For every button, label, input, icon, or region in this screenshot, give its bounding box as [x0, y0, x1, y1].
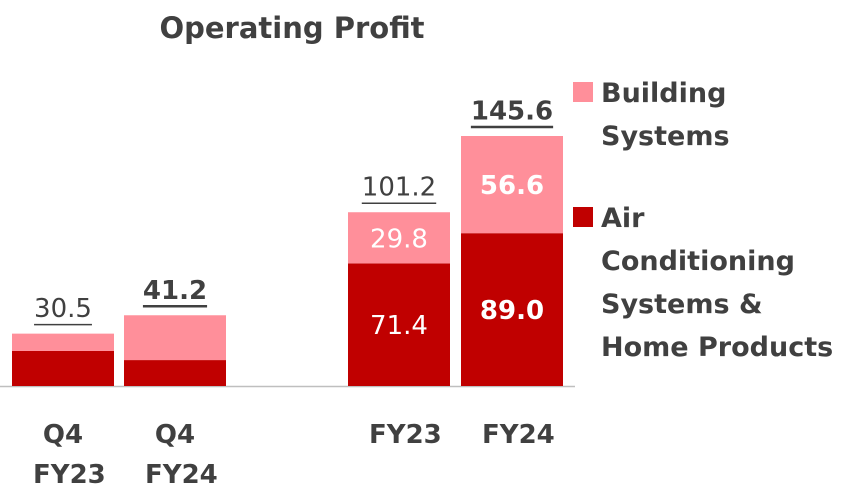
x-tick-label: Q4 FY24 [145, 420, 218, 490]
total-label: 30.5 [34, 294, 92, 324]
bar-segment [12, 350, 114, 386]
bar-segment [348, 212, 450, 264]
value-label: 89.0 [480, 296, 544, 326]
bar-segment [124, 315, 226, 361]
legend-swatch [573, 82, 593, 102]
x-tick-label: Q4 FY23 [33, 420, 106, 490]
bar-segment [12, 333, 114, 351]
bar-segment [124, 360, 226, 386]
total-label: 41.2 [143, 276, 207, 306]
bar-segment [348, 263, 450, 386]
x-tick-label: FY23 [369, 420, 442, 450]
legend-label: Building Systems [601, 78, 730, 152]
chart-title: Operating Profit [159, 11, 424, 45]
total-label: 101.2 [362, 173, 436, 203]
bar-segment [461, 233, 563, 386]
bar-segment [461, 136, 563, 234]
value-label: 71.4 [370, 311, 428, 341]
x-tick-label: FY24 [482, 420, 555, 450]
value-label: 56.6 [480, 171, 544, 201]
value-label: 29.8 [370, 224, 428, 254]
total-label: 145.6 [471, 97, 553, 127]
legend-label: Air Conditioning Systems & Home Products [601, 203, 834, 363]
legend-swatch [573, 207, 593, 227]
